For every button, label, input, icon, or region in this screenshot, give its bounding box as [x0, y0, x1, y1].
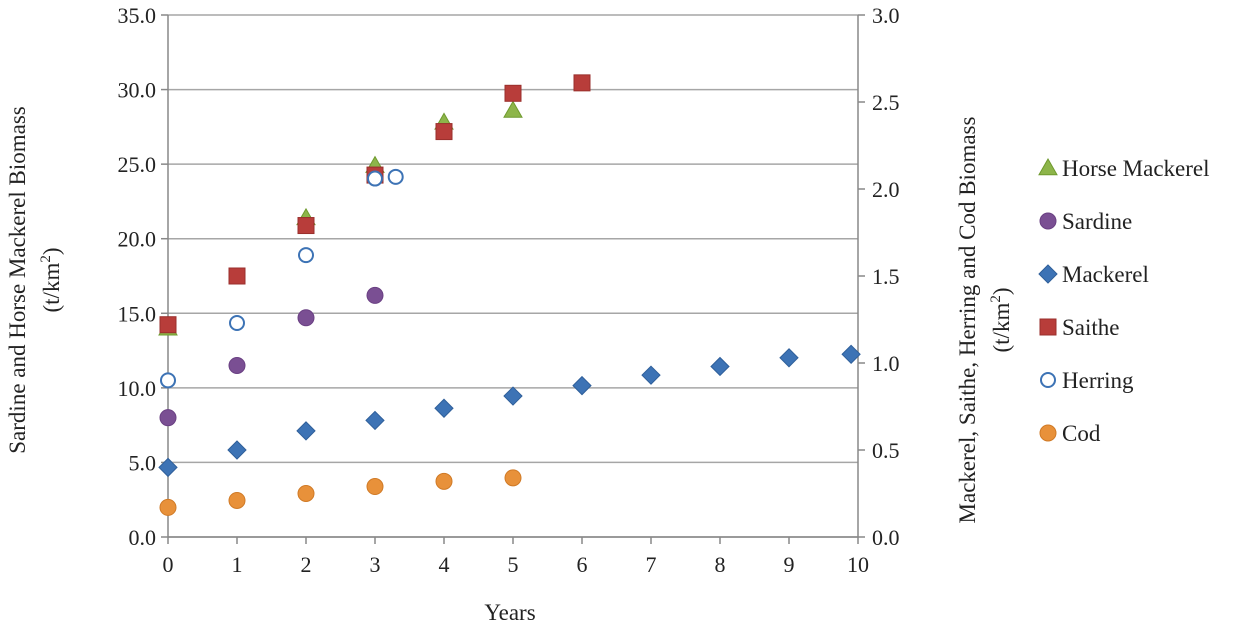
- legend-label: Sardine: [1062, 209, 1132, 234]
- x-tick-label: 8: [715, 552, 726, 577]
- left-y-axis-title-main: Sardine and Horse Mackerel Biomass: [5, 106, 30, 454]
- x-tick-label: 1: [232, 552, 243, 577]
- axes: [161, 14, 865, 544]
- right-y-tick-label: 1.0: [872, 351, 900, 376]
- legend-label: Herring: [1062, 368, 1134, 393]
- mackerel-point: [503, 386, 523, 406]
- mackerel-point: [296, 421, 316, 441]
- herring-point: [160, 372, 176, 389]
- legend-marker: [1040, 372, 1056, 388]
- right-y-tick-label: 0.5: [872, 438, 900, 463]
- series-cod: [159, 469, 522, 516]
- saithe-point: [435, 123, 453, 141]
- legend-marker: [1039, 212, 1057, 230]
- left-y-tick-label: 15.0: [118, 301, 157, 326]
- x-tick-label: 5: [508, 552, 519, 577]
- left-y-axis-title-unit: (t/km2): [38, 247, 64, 312]
- legend-item-saithe: Saithe: [1039, 315, 1120, 340]
- left-y-tick-label: 5.0: [129, 450, 157, 475]
- saithe-point: [297, 217, 315, 235]
- left-y-axis-title: Sardine and Horse Mackerel Biomass (t/km…: [5, 106, 64, 454]
- cod-point: [366, 478, 384, 496]
- sardine-point: [228, 356, 246, 374]
- saithe-point: [573, 74, 591, 92]
- left-y-tick-labels: 0.0 5.0 10.0 15.0 20.0 25.0 30.0 35.0: [118, 3, 157, 550]
- right-y-tick-label: 2.0: [872, 177, 900, 202]
- left-y-tick-label: 25.0: [118, 152, 157, 177]
- mackerel-point: [641, 365, 661, 385]
- cod-point: [159, 498, 177, 516]
- mackerel-point: [434, 398, 454, 418]
- legend-item-cod: Cod: [1039, 421, 1101, 446]
- herring-point: [387, 168, 404, 185]
- right-y-axis-title: Mackerel, Saithe, Herring and Cod Biomas…: [955, 117, 1014, 524]
- sardine-point: [159, 409, 177, 427]
- mackerel-point: [158, 457, 178, 478]
- left-y-tick-label: 20.0: [118, 227, 157, 252]
- legend-marker: [1038, 264, 1058, 284]
- right-y-tick-labels: 0.0 0.5 1.0 1.5 2.0 2.5 3.0: [872, 3, 900, 550]
- herring-point: [367, 170, 383, 187]
- sardine-point: [366, 286, 384, 304]
- legend-item-sardine: Sardine: [1039, 209, 1132, 234]
- mackerel-point: [365, 410, 385, 431]
- cod-point: [297, 485, 315, 502]
- cod-point: [435, 472, 453, 490]
- series-mackerel: [158, 344, 861, 478]
- series-sardine: [159, 286, 384, 427]
- cod-point: [228, 491, 246, 509]
- x-tick-label: 2: [301, 552, 312, 577]
- herring-point: [298, 247, 314, 264]
- right-y-axis-title-unit: (t/km2): [988, 287, 1014, 352]
- legend-item-horse-mackerel: Horse Mackerel: [1038, 156, 1210, 181]
- saithe-point: [159, 316, 177, 334]
- x-tick-label: 10: [847, 552, 869, 577]
- legend-item-herring: Herring: [1040, 368, 1134, 393]
- right-y-tick-label: 0.0: [872, 525, 900, 550]
- saithe-point: [504, 84, 522, 102]
- right-y-tick-label: 1.5: [872, 264, 900, 289]
- legend-marker: [1039, 318, 1057, 336]
- legend-item-mackerel: Mackerel: [1038, 262, 1149, 287]
- right-y-tick-label: 3.0: [872, 3, 900, 28]
- right-y-tick-label: 2.5: [872, 90, 900, 115]
- legend-marker: [1038, 157, 1058, 176]
- mackerel-point: [841, 344, 861, 365]
- mackerel-point: [779, 348, 799, 368]
- right-y-axis-title-main: Mackerel, Saithe, Herring and Cod Biomas…: [955, 117, 980, 524]
- x-tick-label: 6: [577, 552, 588, 577]
- x-tick-label: 0: [163, 552, 174, 577]
- legend-label: Cod: [1062, 421, 1101, 446]
- left-y-tick-label: 30.0: [118, 78, 157, 103]
- legend-label: Mackerel: [1062, 262, 1149, 287]
- mackerel-point: [572, 375, 592, 396]
- legend-label: Horse Mackerel: [1062, 156, 1210, 181]
- x-tick-label: 3: [370, 552, 381, 577]
- legend-marker: [1039, 424, 1057, 442]
- legend-label: Saithe: [1062, 315, 1120, 340]
- saithe-point: [228, 267, 246, 285]
- herring-point: [229, 314, 245, 331]
- series-herring: [160, 168, 404, 389]
- left-y-tick-label: 0.0: [129, 525, 157, 550]
- sardine-point: [297, 309, 315, 327]
- data-points: [158, 74, 861, 516]
- x-tick-label: 4: [439, 552, 450, 577]
- cod-point: [504, 469, 522, 487]
- mackerel-point: [710, 356, 730, 377]
- left-y-tick-label: 35.0: [118, 3, 157, 28]
- horse-mackerel-point: [503, 100, 523, 118]
- mackerel-point: [227, 440, 247, 460]
- series-saithe: [159, 74, 591, 334]
- x-tick-label: 7: [646, 552, 657, 577]
- x-tick-label: 9: [784, 552, 795, 577]
- left-y-tick-label: 10.0: [118, 376, 157, 401]
- x-tick-labels: 0 1 2 3 4 5 6 7 8 9 10: [163, 552, 870, 577]
- series-horse-mackerel: [158, 100, 523, 336]
- x-axis-title: Years: [484, 600, 535, 625]
- legend: Horse Mackerel Sardine Mackerel Saithe Herri…: [1038, 156, 1210, 446]
